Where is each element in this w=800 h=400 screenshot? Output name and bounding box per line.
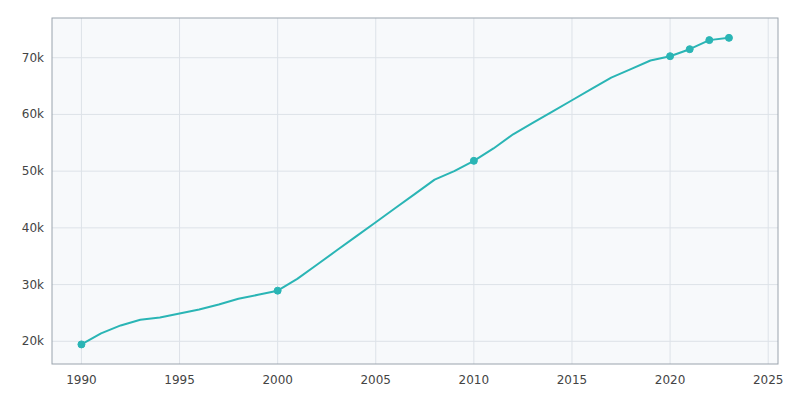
plot-background	[52, 18, 778, 364]
y-tick-label: 40k	[22, 221, 44, 235]
marker	[667, 53, 674, 60]
x-grid-line	[571, 18, 572, 364]
grid	[52, 18, 778, 364]
chart: 20k 30k 40k 50k 60k 70k 1990 1995 2000 2005 2010 20…	[0, 0, 800, 400]
axes: 20k 30k 40k 50k 60k 70k 1990 1995 2000 2005 2010 20…	[22, 18, 784, 387]
y-tick-label: 30k	[22, 278, 44, 292]
y-grid-line	[52, 341, 778, 342]
y-grid-line	[52, 227, 778, 228]
x-tick-label: 2025	[753, 373, 784, 387]
marker	[470, 157, 477, 164]
x-tick-label: 2005	[360, 373, 391, 387]
data-marks	[78, 34, 733, 348]
x-grid-line	[277, 18, 278, 364]
x-tick-label: 2010	[459, 373, 490, 387]
y-tick-label: 70k	[22, 51, 44, 65]
marker	[706, 37, 713, 44]
y-tick-label: 60k	[22, 107, 44, 121]
x-grid-line	[375, 18, 376, 364]
line	[81, 38, 729, 345]
x-tick-label: 1995	[164, 373, 195, 387]
x-grid-line	[473, 18, 474, 364]
y-grid-line	[52, 114, 778, 115]
x-grid-line	[670, 18, 671, 364]
x-grid-line	[179, 18, 180, 364]
marker	[686, 46, 693, 53]
x-tick-label: 2015	[557, 373, 588, 387]
y-tick-label: 50k	[22, 164, 44, 178]
x-grid-line	[81, 18, 82, 364]
x-tick-label: 1990	[66, 373, 97, 387]
y-grid-line	[52, 284, 778, 285]
marker	[78, 341, 85, 348]
plot-frame	[52, 18, 778, 364]
x-tick-label: 2000	[262, 373, 293, 387]
y-grid-line	[52, 171, 778, 172]
marker	[274, 287, 281, 294]
chart-container: 20k 30k 40k 50k 60k 70k 1990 1995 2000 2005 2010 20…	[0, 0, 800, 400]
y-tick-label: 20k	[22, 334, 44, 348]
marker	[725, 34, 732, 41]
x-grid-line	[768, 18, 769, 364]
x-tick-label: 2020	[655, 373, 686, 387]
